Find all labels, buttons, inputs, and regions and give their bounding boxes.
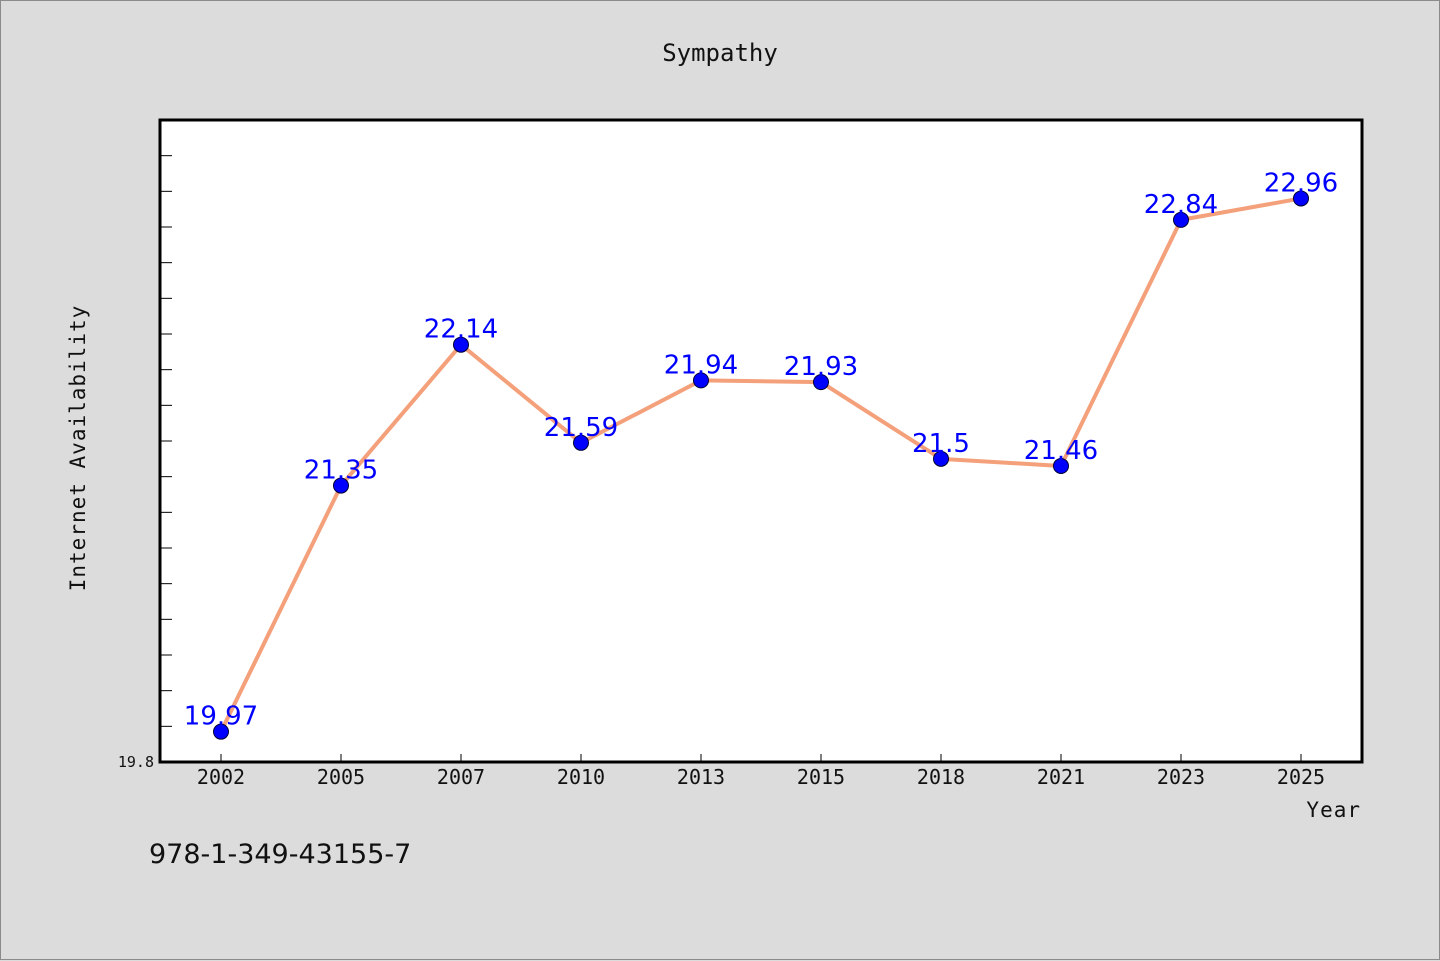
data-point [1053, 457, 1069, 474]
data-label: 21.5 [912, 429, 970, 459]
x-axis-title: Year [1306, 798, 1361, 822]
data-label: 22.84 [1144, 190, 1218, 220]
data-point [813, 374, 829, 391]
data-point [1173, 211, 1189, 228]
y-axis-title: Internet Availability [66, 305, 90, 592]
x-tick-label: 2013 [677, 765, 725, 789]
data-point [693, 372, 709, 389]
data-point [1293, 190, 1309, 207]
data-label: 21.93 [784, 352, 858, 382]
plot-border [158, 118, 1364, 764]
x-tick-label: 2010 [557, 765, 605, 789]
x-tick-label: 2021 [1037, 765, 1085, 789]
data-point [933, 450, 949, 467]
data-label: 21.35 [304, 456, 378, 486]
x-tick-label: 2005 [317, 765, 365, 789]
x-tick-label: 2015 [797, 765, 845, 789]
y-tick-label: 19.8 [118, 753, 154, 771]
data-label: 21.59 [544, 413, 618, 443]
x-tick-label: 2018 [917, 765, 965, 789]
series-line [219, 196, 1303, 734]
chart-title: Sympathy [662, 39, 778, 67]
x-tick-label: 2007 [437, 765, 485, 789]
data-point [213, 723, 229, 740]
data-point [573, 434, 589, 451]
data-label: 22.14 [424, 315, 498, 345]
data-point [333, 477, 349, 494]
data-label: 22.96 [1264, 168, 1338, 198]
x-tick-label: 2025 [1277, 765, 1325, 789]
data-label: 19.97 [184, 702, 258, 732]
isbn-text: 978-1-349-43155-7 [149, 839, 411, 870]
plot-area [160, 120, 1362, 762]
data-label: 21.94 [664, 350, 738, 380]
x-tick-label: 2023 [1157, 765, 1205, 789]
data-label: 21.46 [1024, 436, 1098, 466]
data-point [453, 336, 469, 353]
x-tick-label: 2002 [197, 765, 245, 789]
